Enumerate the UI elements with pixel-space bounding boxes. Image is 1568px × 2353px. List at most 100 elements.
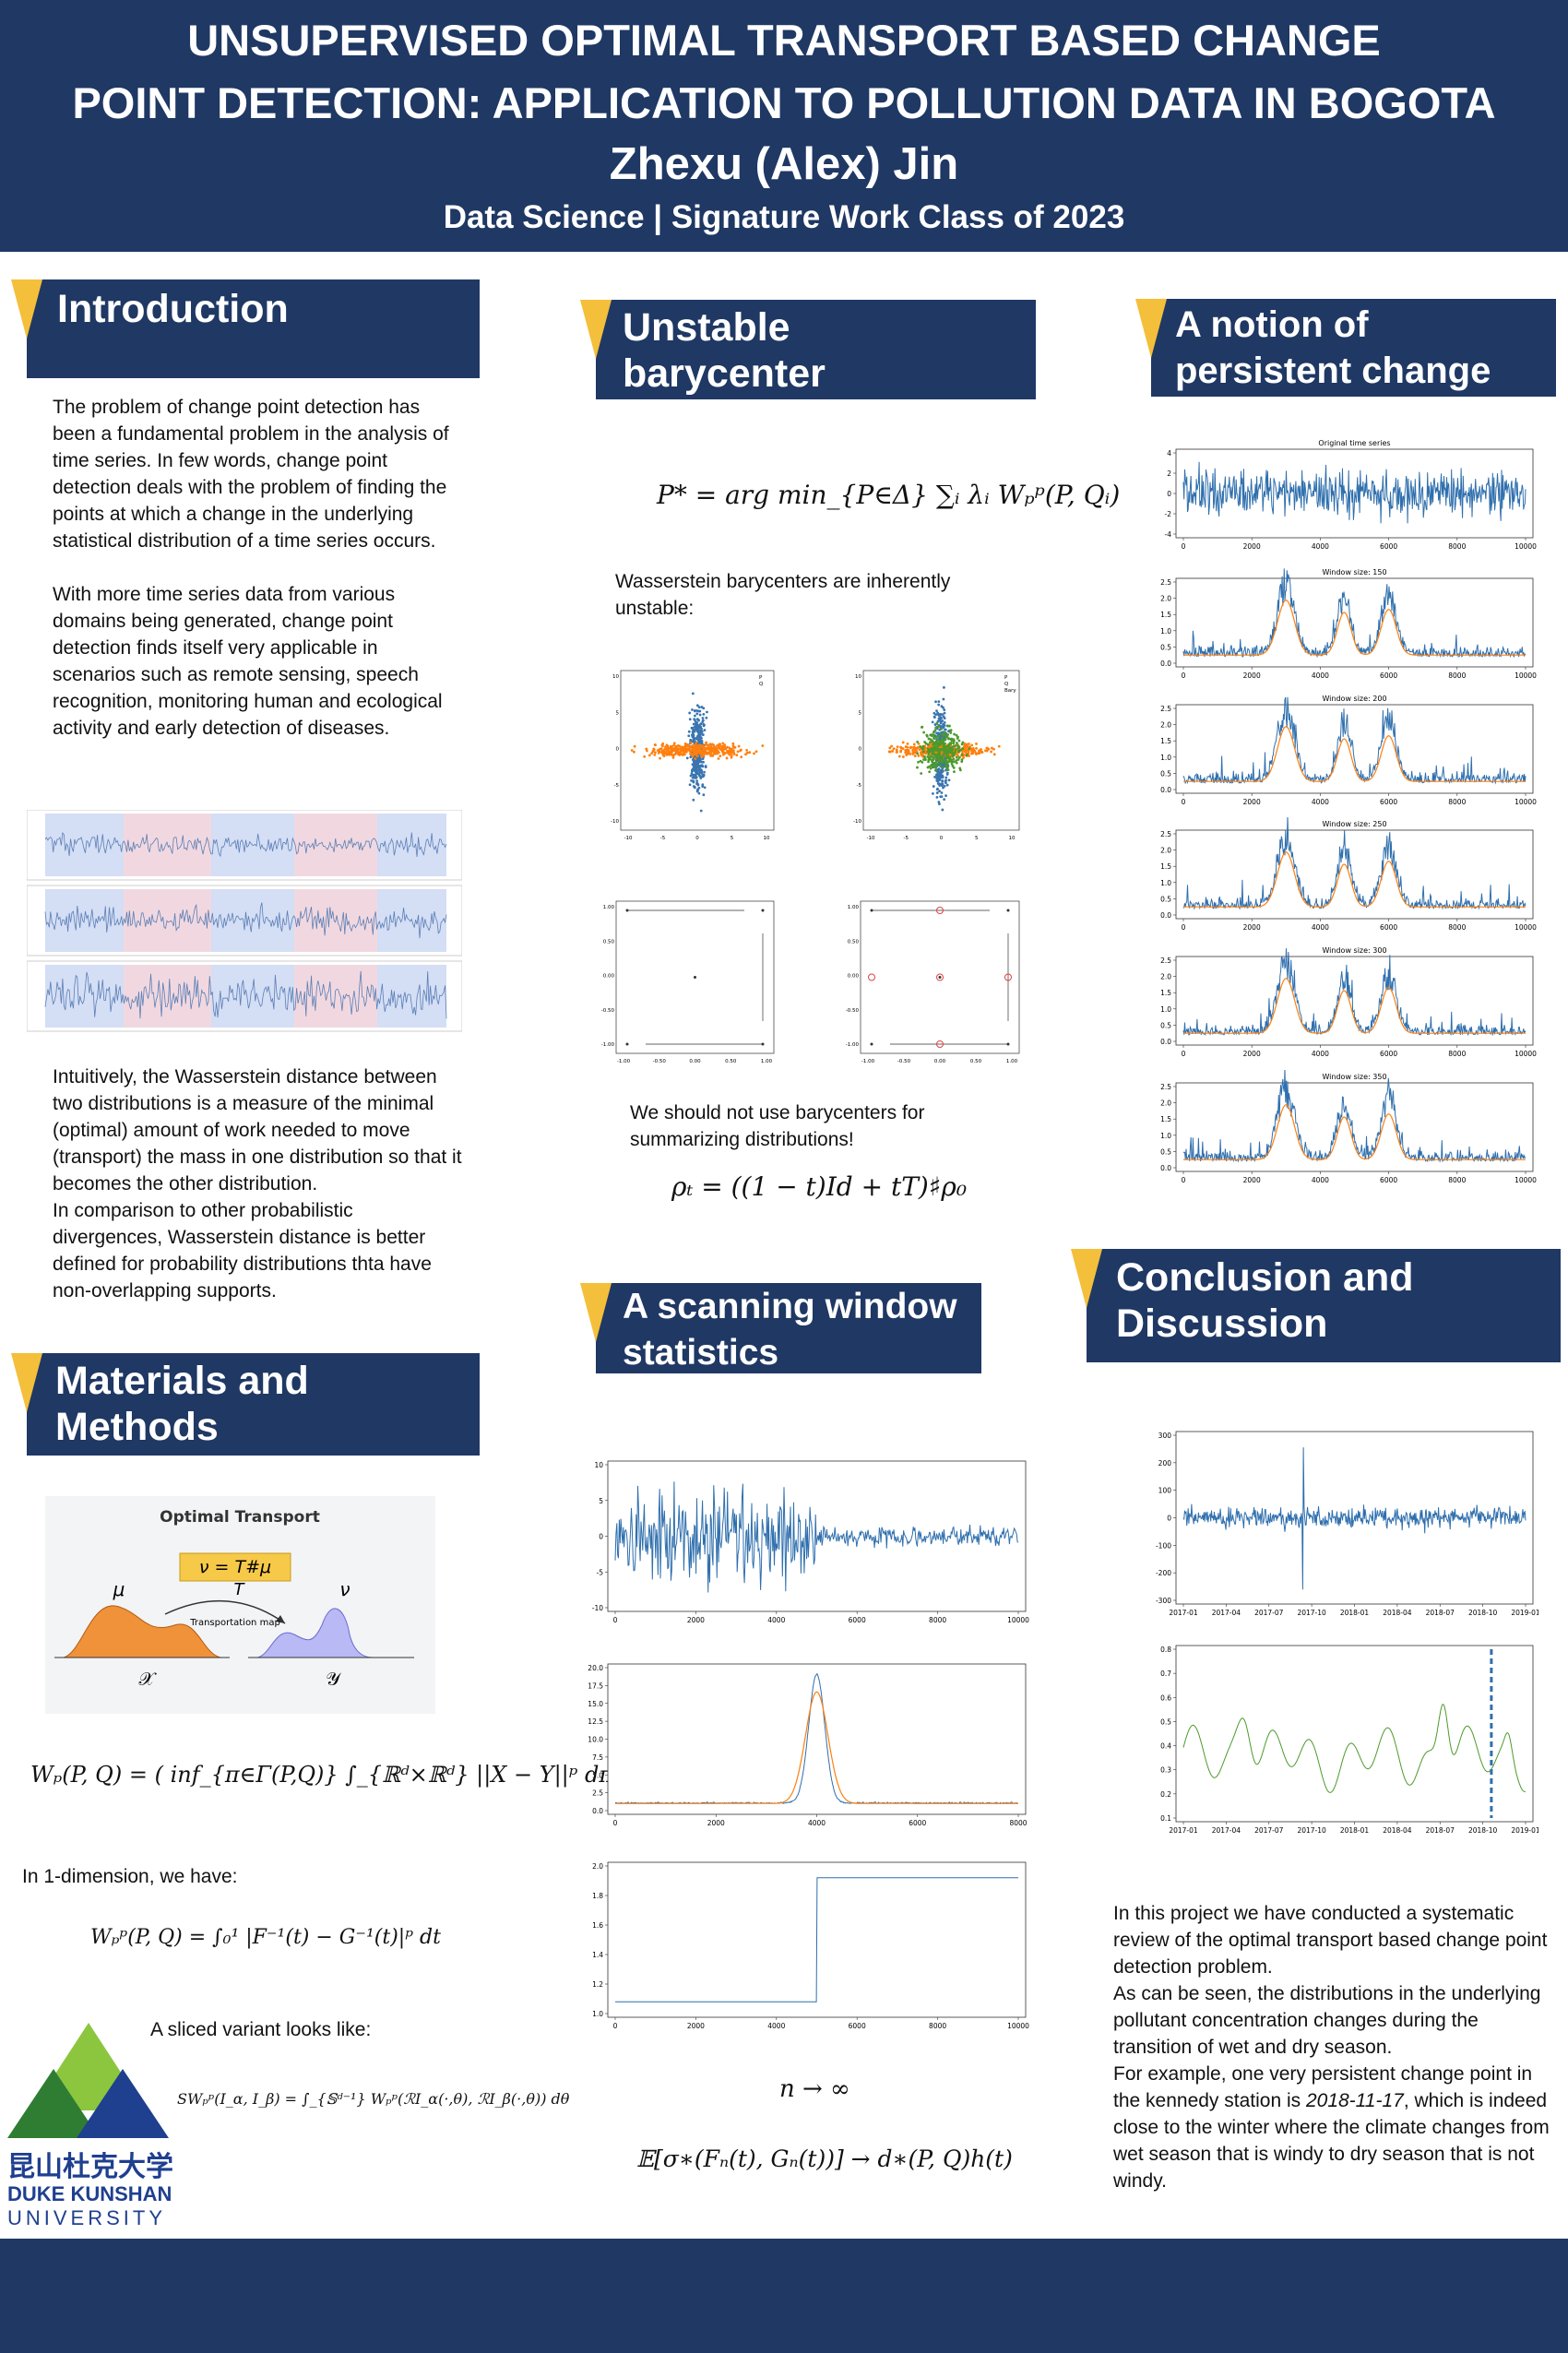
- x-tick-label: 8000: [1448, 1050, 1466, 1058]
- x-tick-label: 5: [975, 836, 979, 841]
- point: [921, 726, 923, 729]
- x-tick-label: 1.00: [761, 1059, 773, 1064]
- point: [688, 783, 692, 787]
- title-line: POINT DETECTION: APPLICATION TO POLLUTIO…: [72, 78, 1496, 127]
- point: [923, 741, 926, 743]
- point: [701, 785, 705, 788]
- mu-label: μ: [113, 1578, 125, 1600]
- point: [731, 745, 735, 749]
- point: [944, 728, 947, 731]
- y-tick-label: 0.5: [1160, 1717, 1171, 1726]
- point: [916, 752, 920, 755]
- point: [702, 707, 706, 710]
- y-tick-label: 0.5: [1160, 769, 1171, 778]
- series-line: [44, 970, 447, 1019]
- point: [702, 724, 706, 728]
- point: [643, 755, 647, 758]
- point: [679, 751, 683, 755]
- point: [700, 760, 704, 764]
- y-tick-label: 0.0: [1160, 1164, 1171, 1172]
- x-tick-label: 2000: [1243, 798, 1261, 806]
- x-tick-label: 10000: [1515, 923, 1537, 932]
- point: [943, 711, 946, 715]
- point: [932, 736, 935, 740]
- point: [941, 736, 944, 740]
- point: [701, 743, 704, 747]
- heading: A scanning window statistics: [623, 1287, 957, 1373]
- y-tick-label: 10: [855, 674, 861, 680]
- point: [936, 731, 940, 735]
- point: [692, 728, 695, 731]
- point: [696, 727, 700, 731]
- x-tick-label: 4000: [1312, 671, 1329, 680]
- plot-title: Window size: 150: [1322, 568, 1386, 576]
- point: [699, 777, 703, 779]
- point: [705, 743, 707, 746]
- x-tick-label: 6000: [1380, 671, 1397, 680]
- y-tick-label: 10: [612, 674, 619, 680]
- text-block: In this project we have conducted a syst…: [1113, 1900, 1556, 2194]
- point: [725, 756, 729, 760]
- point: [695, 773, 698, 776]
- heading-box: [27, 279, 480, 378]
- x-tick-label: 2000: [1243, 671, 1261, 680]
- x-tick-label: 6000: [1380, 542, 1397, 551]
- text-block: The problem of change point detection ha…: [53, 394, 463, 742]
- point: [697, 767, 701, 771]
- point: [937, 734, 940, 738]
- point: [657, 751, 660, 755]
- series-line: [1182, 1447, 1526, 1590]
- figure-bg: [45, 1496, 435, 1714]
- point: [940, 782, 944, 786]
- paragraph: In this project we have conducted a syst…: [1113, 1903, 1548, 1978]
- point: [944, 760, 948, 764]
- point: [920, 772, 923, 775]
- x-tick-label: 2017-04: [1212, 1826, 1241, 1835]
- point: [674, 744, 678, 748]
- plot: 2017-01 2017-04 2017-07 2017-10 2018-01 2018-…: [1156, 1431, 1538, 1617]
- x-tick-label: 2017-07: [1254, 1826, 1284, 1835]
- point: [949, 743, 953, 746]
- x-tick-label: 8000: [1448, 542, 1466, 551]
- point: [726, 750, 729, 753]
- y-tick-label: 1.5: [1160, 862, 1171, 871]
- heading-box: [27, 1353, 480, 1456]
- x-tick-label: 0: [1182, 923, 1186, 932]
- ot-figure: Optimal Transport ν = T#μ T Transportati…: [45, 1496, 435, 1714]
- point: [948, 755, 952, 759]
- y-tick-label: 15.0: [588, 1700, 603, 1708]
- y-tick-label: 0.0: [1160, 660, 1171, 668]
- point: [937, 700, 941, 704]
- point: [692, 722, 695, 726]
- point: [934, 747, 938, 751]
- point: [956, 758, 960, 761]
- arrow-head: [276, 1615, 285, 1623]
- point: [946, 755, 950, 757]
- point: [697, 765, 701, 768]
- point: [633, 750, 636, 754]
- point: [754, 750, 758, 754]
- barycenter-point: [868, 973, 875, 981]
- x-tick-label: -10: [867, 836, 875, 841]
- y-tick-label: -1.00: [601, 1042, 615, 1048]
- x-tick-label: 10000: [1007, 1616, 1029, 1624]
- point: [660, 751, 663, 755]
- legend-label: Bary: [1004, 688, 1016, 694]
- point: [694, 720, 697, 724]
- series-line: [44, 832, 447, 858]
- point: [938, 764, 942, 767]
- formula-box: [179, 1552, 291, 1582]
- point: [670, 747, 673, 751]
- heading-tab: [11, 279, 42, 339]
- x-tick-label: 0.00: [934, 1059, 946, 1064]
- point: [715, 751, 718, 755]
- point: [934, 743, 938, 746]
- y-tick-label: 5: [616, 710, 620, 716]
- point: [906, 752, 909, 755]
- point: [936, 787, 939, 790]
- point: [931, 766, 934, 769]
- x-tick-label: 2017-10: [1297, 1609, 1326, 1617]
- footer-band: [0, 2239, 1568, 2353]
- point: [695, 768, 698, 772]
- point: [633, 744, 636, 748]
